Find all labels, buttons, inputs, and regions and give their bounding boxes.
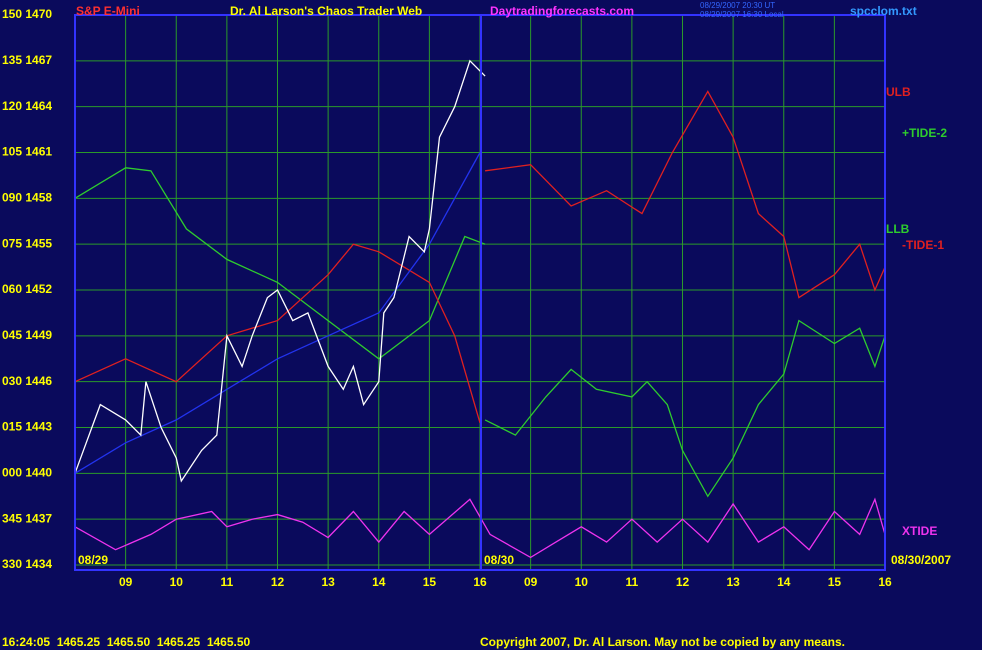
x-tick-label: 15 <box>423 575 437 589</box>
y-tick-label: 045 1449 <box>2 328 52 342</box>
x-tick-label: 14 <box>372 575 386 589</box>
tick-labels: 330 1434 345 1437 000 1440 015 1443 030 1446… <box>2 7 892 589</box>
series-label: LLB <box>886 222 910 236</box>
website: Daytradingforecasts.com <box>490 4 634 18</box>
series-label: XTIDE <box>902 524 937 538</box>
y-tick-label: 075 1455 <box>2 236 52 250</box>
end-date-label: 08/30/2007 <box>891 553 951 567</box>
y-tick-label: 000 1440 <box>2 466 52 480</box>
y-tick-label: 330 1434 <box>2 557 52 571</box>
y-tick-label: 090 1458 <box>2 191 52 205</box>
series-layer <box>74 59 886 559</box>
file-name: spcclom.txt <box>850 4 917 18</box>
y-tick-label: 120 1464 <box>2 99 52 113</box>
x-tick-label: 12 <box>676 575 690 589</box>
tide-upper-label: +TIDE-2 <box>902 126 947 140</box>
series-line <box>74 59 486 483</box>
timestamp-local: 08/29/2007 16:30 Local <box>700 10 784 19</box>
x-tick-label: 13 <box>726 575 740 589</box>
series-line <box>74 497 886 559</box>
series-line <box>484 319 886 498</box>
tide-lower-label: -TIDE-1 <box>902 238 944 252</box>
day-start-label: 08/29 <box>78 553 108 567</box>
x-tick-label: 10 <box>575 575 589 589</box>
x-tick-label: 09 <box>524 575 538 589</box>
day-two-label: 08/30 <box>484 553 514 567</box>
timestamp-ut: 08/29/2007 20:30 UT <box>700 1 775 10</box>
y-tick-label: 345 1437 <box>2 511 52 525</box>
x-tick-label: 16 <box>878 575 892 589</box>
x-tick-label: 11 <box>626 575 639 589</box>
x-tick-label: 15 <box>828 575 842 589</box>
copyright: Copyright 2007, Dr. Al Larson. May not b… <box>480 635 845 649</box>
chart-title: Dr. Al Larson's Chaos Trader Web <box>230 4 422 18</box>
x-tick-label: 11 <box>221 575 234 589</box>
x-tick-label: 16 <box>473 575 487 589</box>
x-tick-label: 09 <box>119 575 133 589</box>
series-line <box>74 152 481 474</box>
y-tick-label: 030 1446 <box>2 374 52 388</box>
subtitle: S&P E-Mini <box>76 4 140 18</box>
y-tick-label: 135 1467 <box>2 53 52 67</box>
series-line <box>74 243 481 424</box>
quote-line: 16:24:05 1465.25 1465.50 1465.25 1465.50 <box>2 635 251 649</box>
x-tick-label: 12 <box>271 575 285 589</box>
series-label: ULB <box>886 85 911 99</box>
y-tick-label: 150 1470 <box>2 7 52 21</box>
series-line <box>74 167 486 360</box>
x-tick-label: 10 <box>170 575 184 589</box>
series-line <box>485 90 886 299</box>
x-tick-label: 13 <box>321 575 335 589</box>
y-tick-label: 060 1452 <box>2 282 52 296</box>
y-tick-label: 105 1461 <box>2 145 52 159</box>
x-tick-label: 14 <box>777 575 791 589</box>
y-tick-label: 015 1443 <box>2 420 52 434</box>
